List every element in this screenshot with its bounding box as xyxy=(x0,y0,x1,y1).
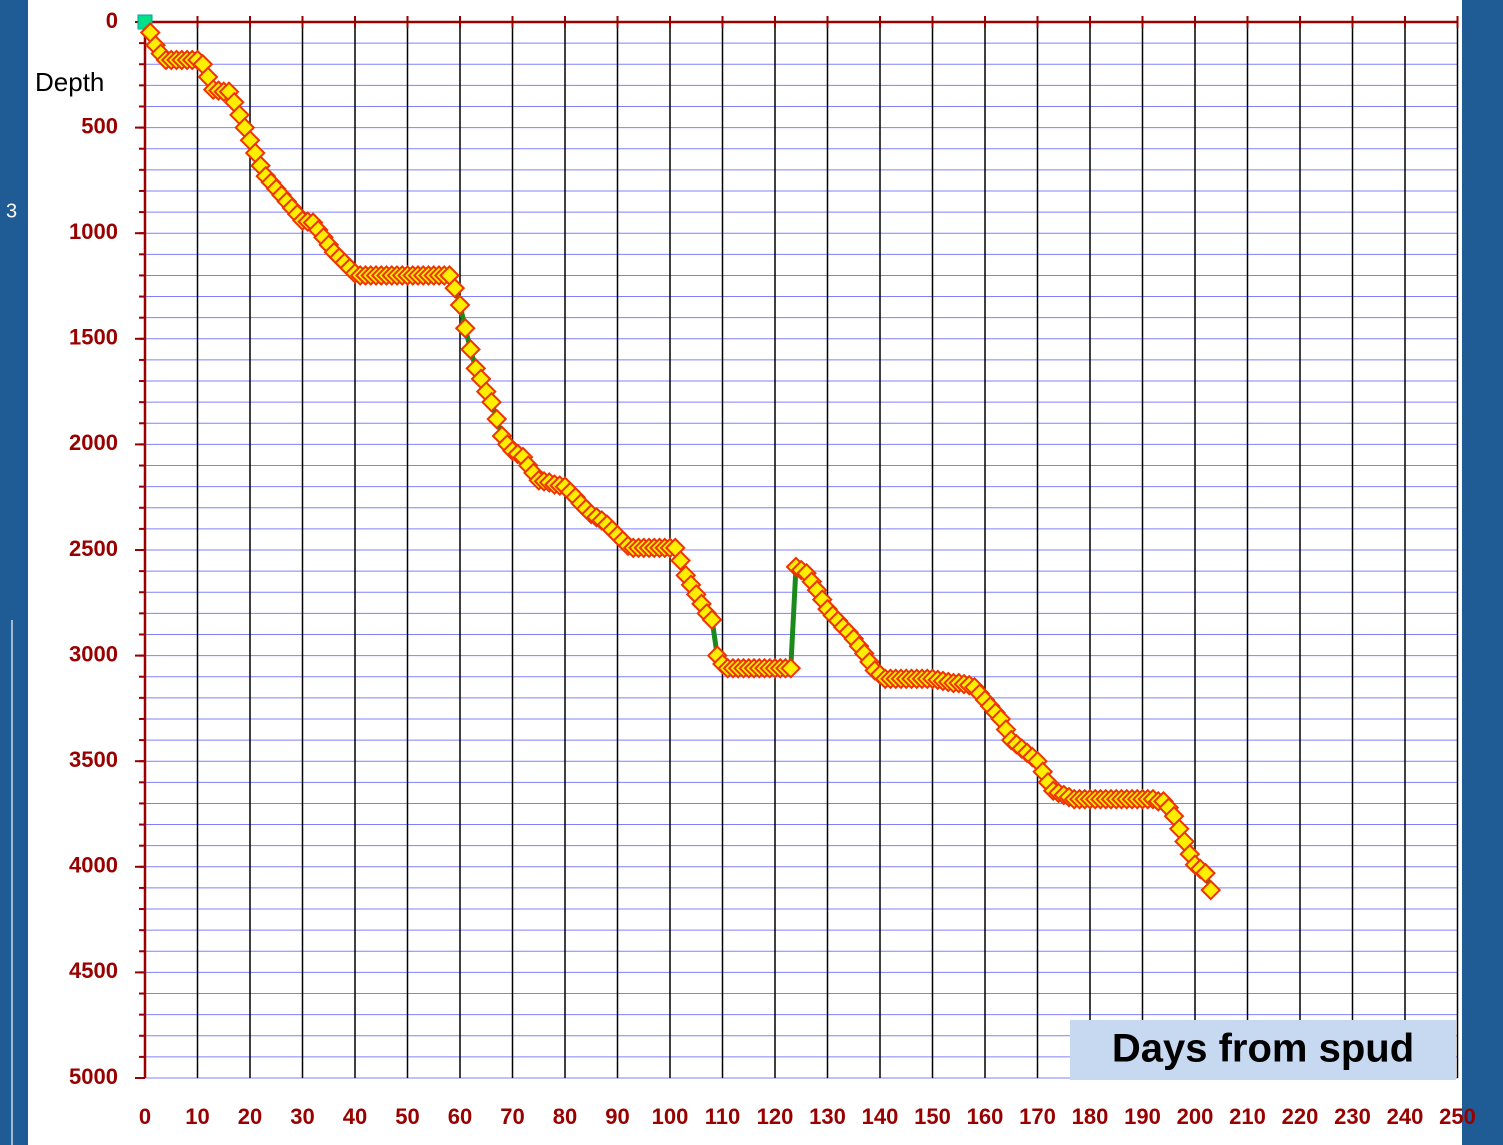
x-tick-label: 200 xyxy=(1177,1104,1214,1129)
y-tick-label: 1500 xyxy=(69,325,118,350)
x-tick-label: 40 xyxy=(343,1104,367,1129)
y-tick-label: 0 xyxy=(106,8,118,33)
x-tick-label: 110 xyxy=(705,1104,741,1129)
marks xyxy=(137,14,1222,901)
x-tick-label: 70 xyxy=(500,1104,524,1129)
x-tick-label: 60 xyxy=(448,1104,472,1129)
x-tick-label: 80 xyxy=(553,1104,577,1129)
point-marker xyxy=(1195,862,1216,884)
point-marker xyxy=(780,657,802,679)
x-label-box xyxy=(1070,1020,1456,1080)
x-tick-label: 100 xyxy=(652,1104,689,1129)
x-tick-label: 120 xyxy=(757,1104,794,1129)
point-marker xyxy=(670,550,691,571)
x-tick-label: 240 xyxy=(1387,1104,1424,1129)
x-tick-label: 50 xyxy=(395,1104,419,1129)
x-tick-label: 90 xyxy=(605,1104,629,1129)
x-axis-label: Days from spud xyxy=(1112,1027,1414,1071)
x-tick-label: 250 xyxy=(1439,1104,1476,1129)
x-tick-label: 160 xyxy=(967,1104,1004,1129)
slide-number: 3 xyxy=(6,200,17,222)
x-tick-label: 210 xyxy=(1229,1104,1266,1129)
x-tick-label: 230 xyxy=(1334,1104,1371,1129)
x-tick-label: 130 xyxy=(809,1104,846,1129)
y-tick-label: 2500 xyxy=(69,536,118,561)
y-tick-label: 500 xyxy=(81,113,118,138)
point-marker xyxy=(444,277,466,299)
x-tick-label: 170 xyxy=(1019,1104,1056,1129)
point-marker xyxy=(481,391,502,413)
y-tick-label: 1000 xyxy=(69,219,118,244)
y-tick-label: 2000 xyxy=(69,430,118,455)
point-marker xyxy=(486,408,508,430)
x-tick-label: 190 xyxy=(1124,1104,1161,1129)
x-tick-label: 20 xyxy=(238,1104,262,1129)
x-tick-label: 10 xyxy=(185,1104,209,1129)
point-marker xyxy=(460,338,481,360)
point-marker xyxy=(454,317,476,339)
point-marker xyxy=(701,609,723,631)
slide-strip xyxy=(0,0,28,1145)
y-tick-label: 3000 xyxy=(69,641,118,666)
x-tick-label: 220 xyxy=(1282,1104,1319,1129)
x-tick-label: 150 xyxy=(914,1104,951,1129)
y-tick-label: 3500 xyxy=(69,747,118,772)
y-tick-label: 4000 xyxy=(69,853,118,878)
y-tick-label: 5000 xyxy=(69,1064,118,1089)
y-tick-label: 4500 xyxy=(69,958,118,983)
grid: 0 10 20 30 40 50 60 70 80 90 100 110 120 130 140 150 160… xyxy=(69,8,1476,1129)
y-axis-label: Depth xyxy=(35,67,104,97)
x-tick-label: 180 xyxy=(1072,1104,1109,1129)
point-marker xyxy=(449,294,471,316)
x-tick-label: 30 xyxy=(290,1104,314,1129)
x-tick-label: 0 xyxy=(139,1104,151,1129)
x-tick-label: 140 xyxy=(862,1104,899,1129)
point-marker xyxy=(1200,879,1222,901)
